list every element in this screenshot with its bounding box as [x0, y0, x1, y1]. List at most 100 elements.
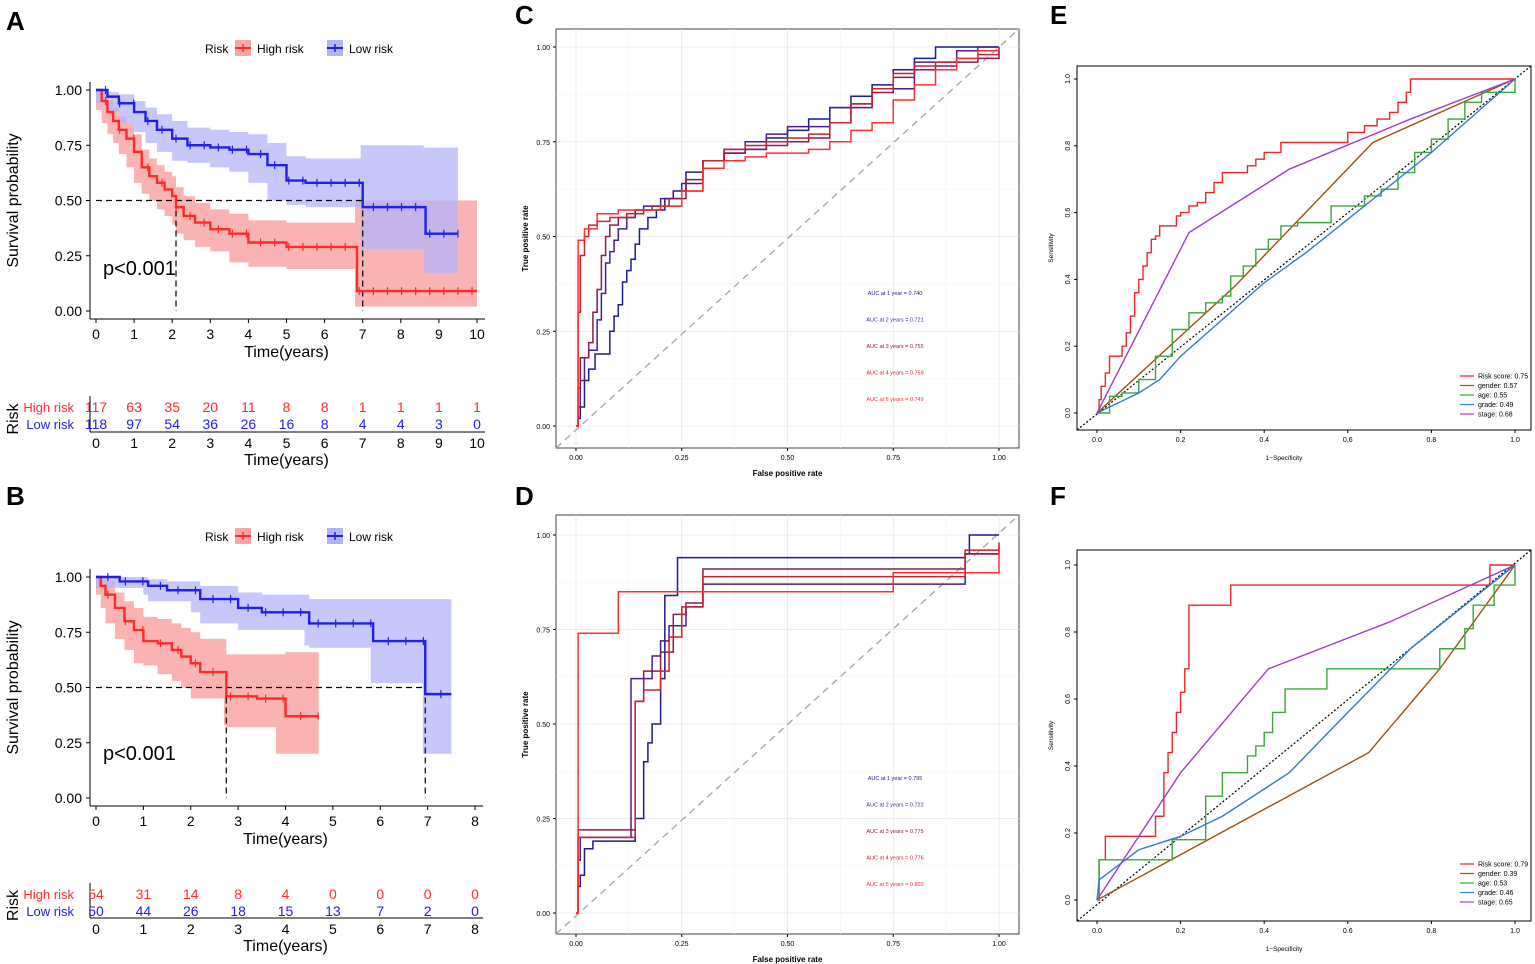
- x-axis-title: 1−Specificity: [1266, 946, 1303, 953]
- roc-curve-gender: [1096, 564, 1516, 901]
- reference-diagonal: [555, 28, 1020, 449]
- x-tick-label: 4: [282, 813, 290, 829]
- risk-table-count: 4: [397, 416, 405, 432]
- roc-curve-age: [1097, 565, 1516, 901]
- legend-label: age: 0.53: [1478, 881, 1507, 888]
- y-tick-label: 0.50: [536, 722, 550, 729]
- auc-label: AUC at 1 year = 0.740: [868, 291, 923, 297]
- auc-label: AUC at 3 years = 0.775: [866, 829, 923, 835]
- legend-label: Risk score: 0.75: [1478, 374, 1528, 381]
- y-axis-title: Survival probability: [5, 620, 22, 754]
- risk-table-count: 50: [88, 903, 104, 919]
- auc-label: AUC at 2 years = 0.722: [866, 803, 923, 809]
- km-panel-a: Risk High risk Low risk0.000.250.500.751.0…: [5, 40, 485, 469]
- risk-table-count: 31: [136, 886, 152, 902]
- x-tick-label: 0.6: [1343, 928, 1353, 935]
- x-tick-label: 7: [359, 326, 367, 342]
- y-tick-label: 0.25: [536, 817, 550, 824]
- x-tick-label: 0.25: [675, 455, 689, 462]
- roc-curve-1: [576, 46, 999, 427]
- risk-table-count: 1: [359, 399, 367, 415]
- survival-curve-high-risk: [96, 88, 477, 293]
- ci-band-high-risk: [96, 90, 477, 307]
- legend-label: Low risk: [349, 530, 394, 544]
- auc-label: AUC at 5 years = 0.749: [866, 397, 923, 403]
- x-tick-label: 0.75: [886, 455, 900, 462]
- y-tick-label: 0.00: [536, 911, 550, 918]
- auc-label: AUC at 2 years = 0.721: [866, 318, 923, 324]
- risk-table-row-label: Low risk: [26, 417, 74, 432]
- x-tick-label: 8: [471, 813, 479, 829]
- auc-label: AUC at 1 year = 0.795: [868, 776, 923, 782]
- survival-curve-low-risk: [96, 88, 458, 235]
- roc-curve-grade: [1096, 78, 1516, 414]
- risk-table-count: 1: [397, 399, 405, 415]
- risk-table-count: 0: [473, 416, 481, 432]
- x-tick-label: 0.4: [1259, 437, 1269, 444]
- x-tick-label: 3: [234, 813, 242, 829]
- x-tick-label: 5: [329, 813, 337, 829]
- risk-table-x-tick-label: 7: [424, 921, 432, 937]
- risk-table-x-tick-label: 3: [234, 921, 242, 937]
- km-axes: 0.00 0.25 0.50 0.75 1.00 0 1 2 3 4 5 6 7 8 9 10 Time(yea…: [5, 82, 485, 361]
- risk-table-count: 8: [283, 399, 291, 415]
- risk-table-count: 54: [88, 886, 104, 902]
- risk-table-x-tick-label: 8: [471, 921, 479, 937]
- x-tick-label: 0.6: [1343, 437, 1353, 444]
- y-tick-label: 0.50: [536, 235, 550, 242]
- x-tick-label: 5: [283, 326, 291, 342]
- auc-label: AUC at 4 years = 0.759: [866, 371, 923, 377]
- risk-table-count: 0: [424, 886, 432, 902]
- ci-band-high-risk: [96, 577, 319, 754]
- roc-curve-risk-score: [1097, 78, 1515, 414]
- risk-table-count: 63: [126, 399, 142, 415]
- ci-band-low-risk: [96, 577, 452, 754]
- auc-label: AUC at 5 years = 0.803: [866, 882, 923, 888]
- y-tick-label: 0.0: [1065, 408, 1072, 418]
- y-tick-label: 1.00: [536, 45, 550, 52]
- y-tick-label: 1.0: [1065, 560, 1072, 570]
- risk-table-count: 11: [241, 399, 256, 415]
- roc-curve-stage: [1096, 78, 1516, 414]
- y-tick-label: 1.00: [536, 533, 550, 540]
- y-tick-label: 0.8: [1065, 627, 1072, 637]
- x-tick-label: 1.00: [992, 941, 1006, 948]
- y-tick-label: 1.00: [55, 82, 82, 98]
- risk-table-count: 4: [282, 886, 290, 902]
- auc-label: AUC at 3 years = 0.755: [866, 344, 923, 350]
- x-tick-label: 9: [435, 326, 443, 342]
- y-tick-label: 0.00: [55, 790, 82, 806]
- risk-table-count: 35: [164, 399, 180, 415]
- x-tick-label: 0.2: [1176, 437, 1186, 444]
- x-tick-label: 1: [139, 813, 147, 829]
- risk-table-count: 0: [376, 886, 384, 902]
- risk-table-title: Risk: [5, 402, 22, 434]
- y-tick-label: 0.25: [55, 735, 82, 751]
- x-tick-label: 0.0: [1092, 928, 1102, 935]
- x-tick-label: 0.2: [1176, 928, 1186, 935]
- risk-table-count: 8: [234, 886, 242, 902]
- legend-label: gender: 0.57: [1478, 383, 1517, 390]
- y-tick-label: 0.4: [1065, 761, 1072, 771]
- p-value-annotation: p<0.001: [103, 743, 176, 765]
- risk-table-x-tick-label: 10: [469, 435, 485, 451]
- roc-curve-stage: [1096, 564, 1516, 901]
- x-tick-label: 10: [469, 326, 485, 342]
- x-tick-label: 6: [321, 326, 329, 342]
- survival-curve-low-risk: [96, 575, 452, 696]
- risk-table-count: 3: [435, 416, 443, 432]
- y-tick-label: 1.00: [55, 569, 82, 585]
- risk-table-x-tick-label: 9: [435, 435, 443, 451]
- x-axis-title: Time(years): [243, 831, 328, 848]
- y-tick-label: 0.25: [536, 329, 550, 336]
- km-legend: Risk High risk Low risk: [205, 528, 394, 544]
- y-tick-label: 0.75: [55, 137, 82, 153]
- x-tick-label: 4: [245, 326, 253, 342]
- risk-table-x-tick-label: 4: [245, 435, 253, 451]
- panel-label-f: F: [1050, 481, 1066, 511]
- risk-table-count: 0: [471, 886, 479, 902]
- x-tick-label: 8: [397, 326, 405, 342]
- risk-table-count: 8: [321, 399, 329, 415]
- panel-label-b: B: [6, 481, 25, 511]
